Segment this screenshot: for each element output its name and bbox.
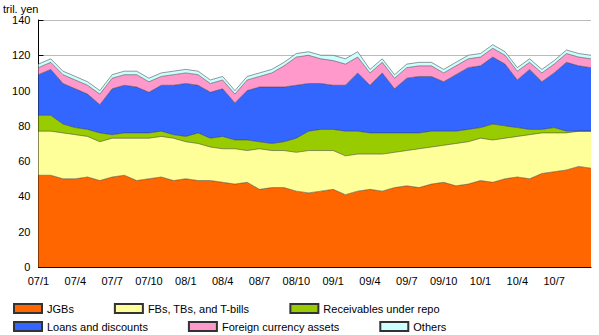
svg-text:08/7: 08/7 (249, 275, 270, 287)
svg-text:10/1: 10/1 (470, 275, 491, 287)
svg-text:Foreign currency assets: Foreign currency assets (222, 321, 340, 333)
svg-text:10/7: 10/7 (543, 275, 564, 287)
svg-text:09/4: 09/4 (359, 275, 380, 287)
svg-text:FBs, TBs, and T-bills: FBs, TBs, and T-bills (148, 303, 250, 315)
svg-text:07/7: 07/7 (101, 275, 122, 287)
svg-text:Loans and discounts: Loans and discounts (47, 321, 148, 333)
svg-text:10/4: 10/4 (507, 275, 528, 287)
svg-text:09/7: 09/7 (396, 275, 417, 287)
svg-text:140: 140 (12, 14, 30, 26)
svg-text:JGBs: JGBs (47, 303, 74, 315)
svg-text:08/1: 08/1 (175, 275, 196, 287)
svg-text:tril. yen: tril. yen (3, 3, 38, 15)
svg-text:07/1: 07/1 (28, 275, 49, 287)
svg-text:80: 80 (18, 120, 30, 132)
svg-text:Others: Others (413, 321, 447, 333)
svg-text:40: 40 (18, 190, 30, 202)
svg-text:08/4: 08/4 (212, 275, 233, 287)
svg-text:09/1: 09/1 (322, 275, 343, 287)
svg-text:Receivables under repo: Receivables under repo (323, 303, 439, 315)
svg-text:20: 20 (18, 226, 30, 238)
svg-text:09/10: 09/10 (430, 275, 458, 287)
svg-text:08/10: 08/10 (283, 275, 311, 287)
svg-text:60: 60 (18, 155, 30, 167)
svg-text:120: 120 (12, 49, 30, 61)
svg-text:0: 0 (24, 261, 30, 273)
svg-text:07/4: 07/4 (65, 275, 86, 287)
svg-text:100: 100 (12, 85, 30, 97)
svg-text:07/10: 07/10 (135, 275, 163, 287)
